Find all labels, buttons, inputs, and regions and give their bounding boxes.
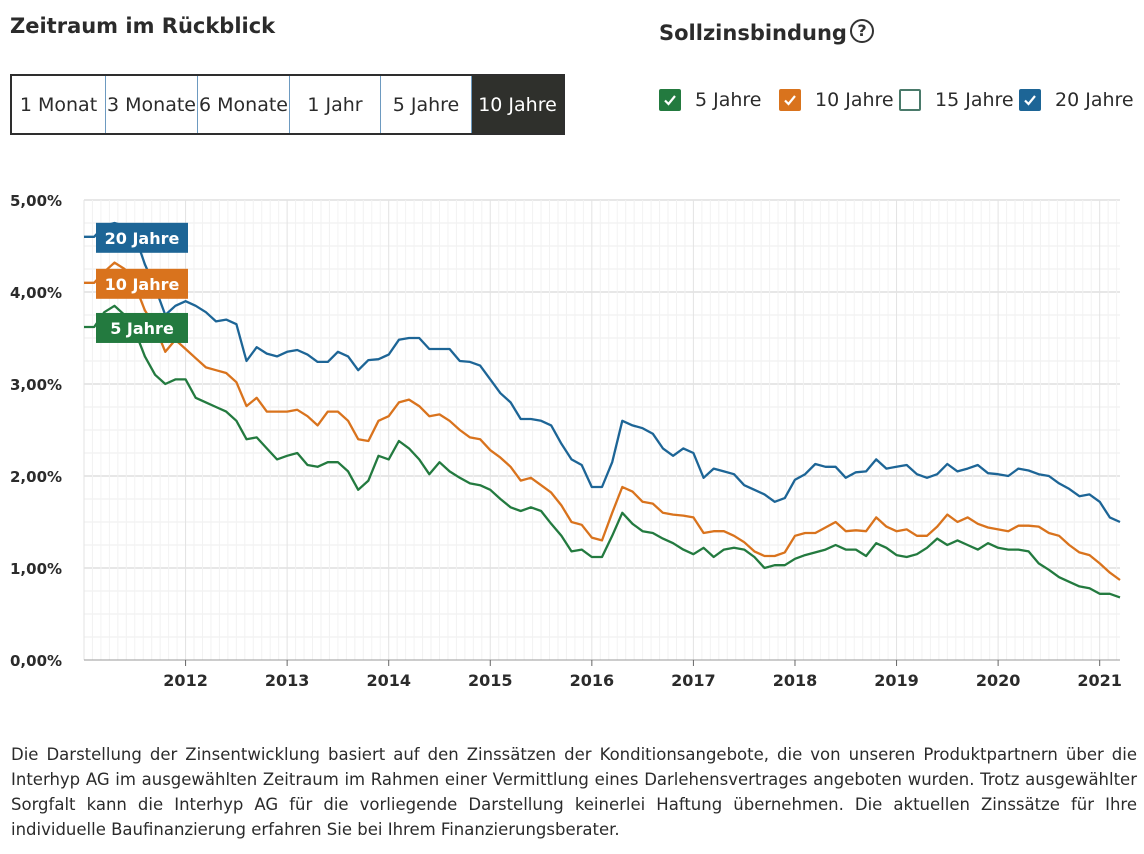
tab-5-jahre[interactable]: 5 Jahre <box>381 76 472 133</box>
chart-grid <box>83 199 1120 661</box>
y-tick-label: 3,00% <box>10 376 62 394</box>
checkbox-checked-icon[interactable] <box>659 89 681 111</box>
option-label: 10 Jahre <box>815 89 894 111</box>
series-label: 20 Jahre <box>105 229 180 248</box>
period-heading: Zeitraum im Rückblick <box>10 14 276 38</box>
option-label: 20 Jahre <box>1055 89 1134 111</box>
option-20-jahre[interactable]: 20 Jahre <box>1019 89 1134 111</box>
y-tick-label: 1,00% <box>10 560 62 578</box>
y-tick-label: 0,00% <box>10 652 62 670</box>
option-15-jahre[interactable]: 15 Jahre <box>899 89 1014 111</box>
y-axis: 0,00% 1,00% 2,00% 3,00% 4,00% 5,00% <box>10 192 62 670</box>
period-tabs: 1 Monat 3 Monate 6 Monate 1 Jahr 5 Jahre… <box>10 74 565 135</box>
series-line <box>84 304 1121 599</box>
series-label-box <box>96 312 188 343</box>
chart-series <box>84 221 1121 599</box>
series-labels: 20 Jahre 10 Jahre 5 Jahre <box>96 222 188 343</box>
fixed-rate-heading: Sollzinsbindung <box>659 21 847 45</box>
x-tick-label: 2021 <box>1077 671 1122 690</box>
tab-1-jahr[interactable]: 1 Jahr <box>290 76 381 133</box>
disclaimer-text: Die Darstellung der Zinsentwicklung basi… <box>11 745 1137 839</box>
x-tick-label: 2015 <box>468 671 513 690</box>
tab-3-monate[interactable]: 3 Monate <box>106 76 198 133</box>
x-tick-label: 2019 <box>874 671 919 690</box>
checkbox-checked-icon[interactable] <box>779 89 801 111</box>
y-tick-label: 5,00% <box>10 192 62 210</box>
series-line <box>84 261 1121 581</box>
tab-10-jahre[interactable]: 10 Jahre <box>472 76 563 133</box>
x-tick-label: 2013 <box>265 671 310 690</box>
tab-1-monat[interactable]: 1 Monat <box>12 76 106 133</box>
y-tick-label: 2,00% <box>10 468 62 486</box>
checkbox-checked-icon[interactable] <box>1019 89 1041 111</box>
x-axis: 2012 2013 2014 2015 2016 2017 2018 2019 2020 2021 <box>163 660 1122 690</box>
series-label-box <box>96 222 188 253</box>
option-label: 15 Jahre <box>935 89 1014 111</box>
x-tick-label: 2016 <box>570 671 615 690</box>
x-tick-label: 2017 <box>671 671 716 690</box>
series-label-box <box>96 268 188 299</box>
question-circle-icon[interactable]: ? <box>850 19 874 43</box>
checkbox-unchecked-icon[interactable] <box>899 89 921 111</box>
x-tick-label: 2012 <box>163 671 208 690</box>
x-tick-label: 2018 <box>773 671 818 690</box>
y-tick-label: 4,00% <box>10 284 62 302</box>
series-label: 10 Jahre <box>105 275 180 294</box>
interest-rate-chart: 0,00%1,00%2,00%3,00%4,00%5,00% 2012 2013 2… <box>10 192 1122 690</box>
series-label: 5 Jahre <box>110 319 174 338</box>
x-tick-label: 2020 <box>976 671 1021 690</box>
x-tick-label: 2014 <box>366 671 411 690</box>
tab-6-monate[interactable]: 6 Monate <box>198 76 290 133</box>
series-line <box>84 221 1121 524</box>
option-label: 5 Jahre <box>695 89 762 111</box>
option-5-jahre[interactable]: 5 Jahre <box>659 89 762 111</box>
option-10-jahre[interactable]: 10 Jahre <box>779 89 894 111</box>
